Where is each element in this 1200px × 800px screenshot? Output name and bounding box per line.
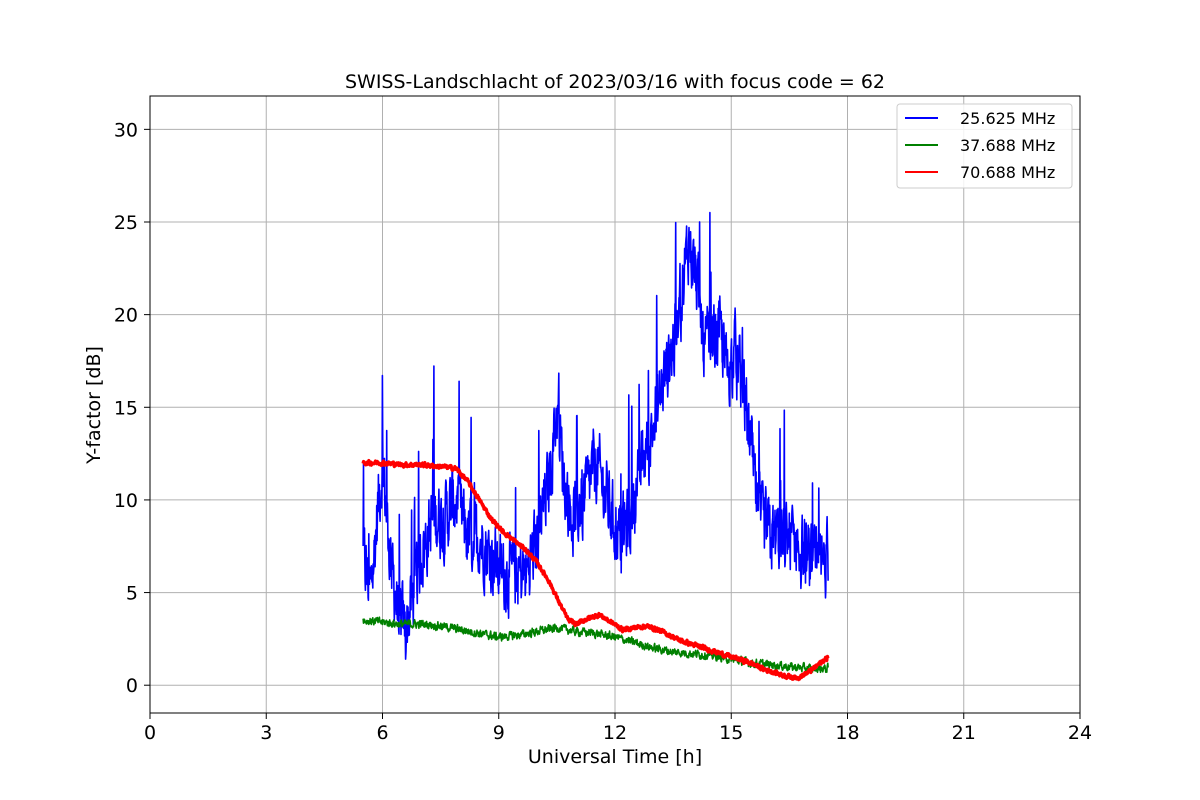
series-lines (361, 211, 830, 682)
series-line-70-688-mhz (361, 458, 830, 682)
y-axis-title: Y-factor [dB] (83, 346, 105, 465)
x-tick-label: 24 (1068, 722, 1092, 744)
x-tick-label: 6 (376, 722, 388, 744)
y-tick-label: 10 (114, 490, 138, 512)
y-tick-label: 25 (114, 212, 138, 234)
x-tick-label: 21 (952, 722, 976, 744)
x-tick-label: 15 (719, 722, 743, 744)
legend: 25.625 MHz 37.688 MHz 70.688 MHz (896, 103, 1073, 189)
x-tick-label: 0 (144, 722, 156, 744)
chart-title: SWISS-Landschlacht of 2023/03/16 with fo… (345, 71, 885, 93)
legend-label-70-688: 70.688 MHz (960, 163, 1055, 182)
y-tick-label: 0 (126, 675, 138, 697)
x-tick-label: 3 (260, 722, 272, 744)
y-tick-label: 15 (114, 397, 138, 419)
legend-box (896, 103, 1073, 189)
x-axis-title: Universal Time [h] (528, 746, 702, 768)
series-line-25-625-mhz (362, 211, 829, 660)
x-tick-label: 18 (835, 722, 859, 744)
y-tick-label: 20 (114, 305, 138, 327)
y-tick-label: 30 (114, 119, 138, 141)
legend-label-25-625: 25.625 MHz (960, 109, 1055, 128)
axis-ticks: 0 3 6 9 12 15 18 21 24 0 5 10 15 20 25 30 (114, 119, 1092, 744)
legend-label-37-688: 37.688 MHz (960, 136, 1055, 155)
x-tick-label: 9 (493, 722, 505, 744)
y-tick-label: 5 (126, 583, 138, 605)
x-tick-label: 12 (603, 722, 627, 744)
